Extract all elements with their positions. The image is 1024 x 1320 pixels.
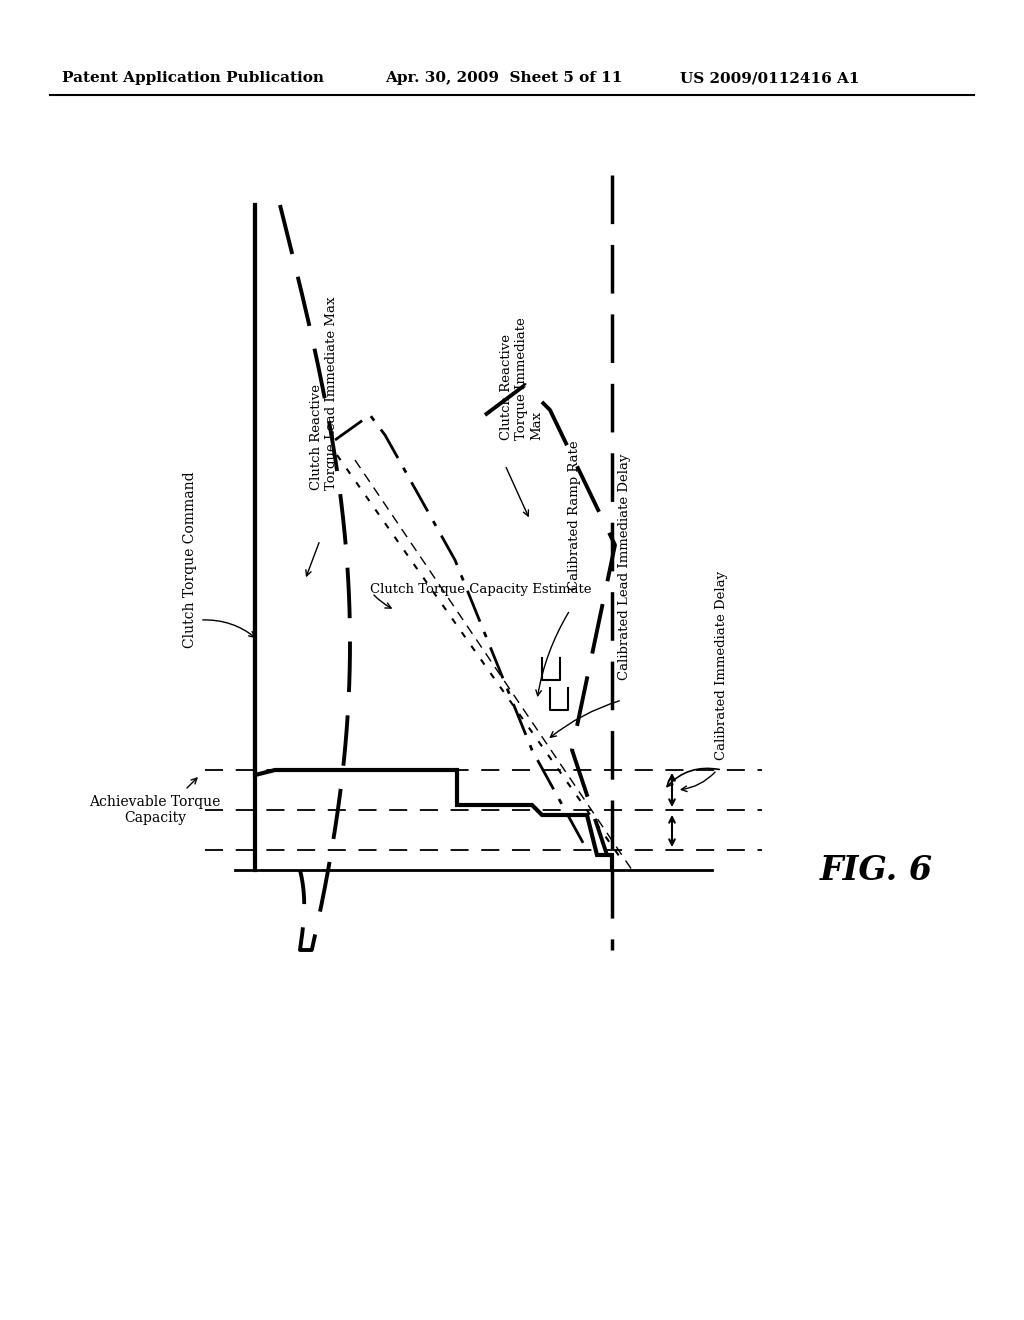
Text: Calibrated Immediate Delay: Calibrated Immediate Delay	[715, 570, 728, 760]
Text: Calibrated Ramp Rate: Calibrated Ramp Rate	[568, 441, 581, 590]
Text: Clutch Torque Capacity Estimate: Clutch Torque Capacity Estimate	[370, 583, 592, 597]
Text: Calibrated Lead Immediate Delay: Calibrated Lead Immediate Delay	[618, 454, 631, 680]
Text: Achievable Torque
Capacity: Achievable Torque Capacity	[89, 795, 221, 825]
Text: Clutch Reactive
Torque Lead Immediate Max: Clutch Reactive Torque Lead Immediate Ma…	[310, 297, 338, 490]
Text: FIG. 6: FIG. 6	[820, 854, 933, 887]
Text: Clutch Torque Command: Clutch Torque Command	[183, 471, 197, 648]
Text: US 2009/0112416 A1: US 2009/0112416 A1	[680, 71, 859, 84]
Text: Clutch Reactive
Torque Immediate
Max: Clutch Reactive Torque Immediate Max	[500, 317, 543, 440]
Text: Patent Application Publication: Patent Application Publication	[62, 71, 324, 84]
Text: Apr. 30, 2009  Sheet 5 of 11: Apr. 30, 2009 Sheet 5 of 11	[385, 71, 623, 84]
